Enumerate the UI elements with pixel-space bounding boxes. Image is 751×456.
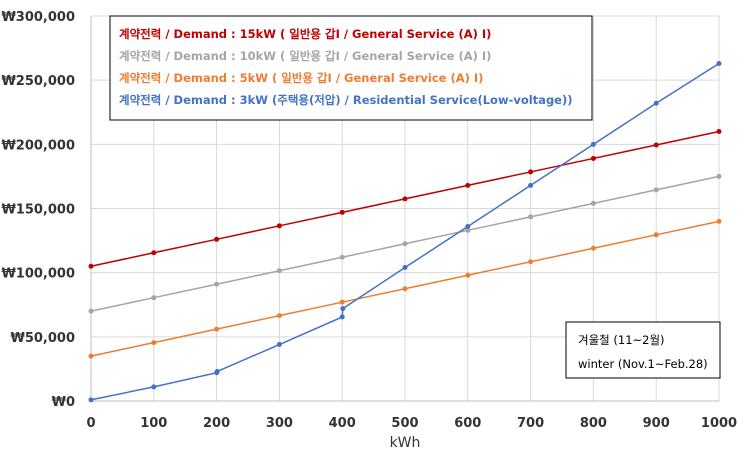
data-point: [88, 397, 94, 403]
x-axis-title: kWh: [390, 435, 421, 451]
data-point: [528, 169, 534, 175]
x-tick-label: 600: [454, 416, 481, 431]
data-point: [88, 308, 94, 314]
data-point: [402, 265, 408, 271]
y-tick-label: ₩300,000: [1, 10, 75, 25]
y-tick-label: ₩100,000: [1, 267, 75, 282]
x-tick-label: 400: [329, 416, 356, 431]
legend-entry-10kw: 계약전력 / Demand : 10kW ( 일반용 갑Ⅰ / General …: [119, 49, 491, 63]
data-point: [590, 155, 596, 161]
legend: 계약전력 / Demand : 15kW ( 일반용 갑Ⅰ / General …: [109, 15, 593, 121]
data-point: [716, 60, 722, 66]
data-point: [465, 272, 471, 278]
data-point: [88, 263, 94, 269]
series-2: [88, 218, 722, 359]
data-point: [340, 306, 346, 312]
data-point: [151, 384, 157, 390]
y-tick-label: ₩200,000: [1, 138, 75, 153]
data-point: [276, 223, 282, 229]
data-point: [716, 218, 722, 224]
data-point: [402, 286, 408, 292]
data-point: [276, 342, 282, 348]
x-tick-label: 800: [580, 416, 607, 431]
data-point: [276, 313, 282, 319]
legend-entry-5kw: 계약전력 / Demand : 5kW ( 일반용 갑Ⅰ / General S…: [119, 71, 483, 85]
x-tick-label: 300: [266, 416, 293, 431]
series-group: [88, 60, 722, 403]
data-point: [590, 245, 596, 251]
data-point: [653, 100, 659, 106]
x-tick-label: 100: [140, 416, 167, 431]
data-point: [716, 173, 722, 179]
data-point: [653, 142, 659, 148]
data-point: [276, 268, 282, 274]
x-tick-label: 900: [643, 416, 670, 431]
season-note-line1: 겨울철 (11~2월): [578, 333, 665, 347]
y-tick-label: ₩250,000: [1, 74, 75, 89]
data-point: [339, 299, 345, 305]
data-point: [528, 214, 534, 220]
data-point: [151, 340, 157, 346]
legend-entry-3kw: 계약전력 / Demand : 3kW (주택용(저압) / Residenti…: [119, 93, 573, 107]
series-0: [88, 129, 722, 269]
data-point: [88, 353, 94, 359]
series-1: [88, 173, 722, 314]
data-point: [590, 141, 596, 147]
data-point: [339, 314, 345, 320]
x-tick-label: 200: [203, 416, 230, 431]
data-point: [339, 209, 345, 215]
data-point: [653, 232, 659, 238]
x-tick-label: 500: [391, 416, 418, 431]
data-point: [653, 187, 659, 193]
axes: [90, 16, 719, 402]
data-point: [214, 236, 220, 242]
data-point: [214, 368, 220, 374]
data-point: [214, 326, 220, 332]
data-point: [528, 259, 534, 265]
data-point: [465, 182, 471, 188]
x-tick-label: 1000: [701, 416, 737, 431]
x-tick-label: 700: [517, 416, 544, 431]
data-point: [214, 281, 220, 287]
y-tick-label: ₩0: [52, 395, 75, 410]
data-point: [590, 200, 596, 206]
data-point: [402, 241, 408, 247]
data-point: [402, 196, 408, 202]
data-point: [716, 129, 722, 134]
y-tick-label: ₩150,000: [1, 203, 75, 218]
legend-entry-15kw: 계약전력 / Demand : 15kW ( 일반용 갑Ⅰ / General …: [119, 27, 491, 41]
data-point: [151, 295, 157, 301]
data-point: [465, 223, 471, 229]
season-note: 겨울철 (11~2월) winter (Nov.1~Feb.28): [565, 321, 721, 379]
season-note-line2: winter (Nov.1~Feb.28): [578, 357, 708, 371]
x-tick-label: 0: [86, 416, 95, 431]
data-point: [151, 250, 157, 256]
tick-labels: ₩0 ₩50,000 ₩100,000 ₩150,000 ₩200,000 ₩250,00…: [1, 10, 737, 431]
data-point: [465, 227, 471, 233]
data-point: [528, 182, 534, 188]
series-3: [88, 60, 722, 403]
y-tick-label: ₩50,000: [10, 331, 75, 346]
data-point: [339, 254, 345, 260]
